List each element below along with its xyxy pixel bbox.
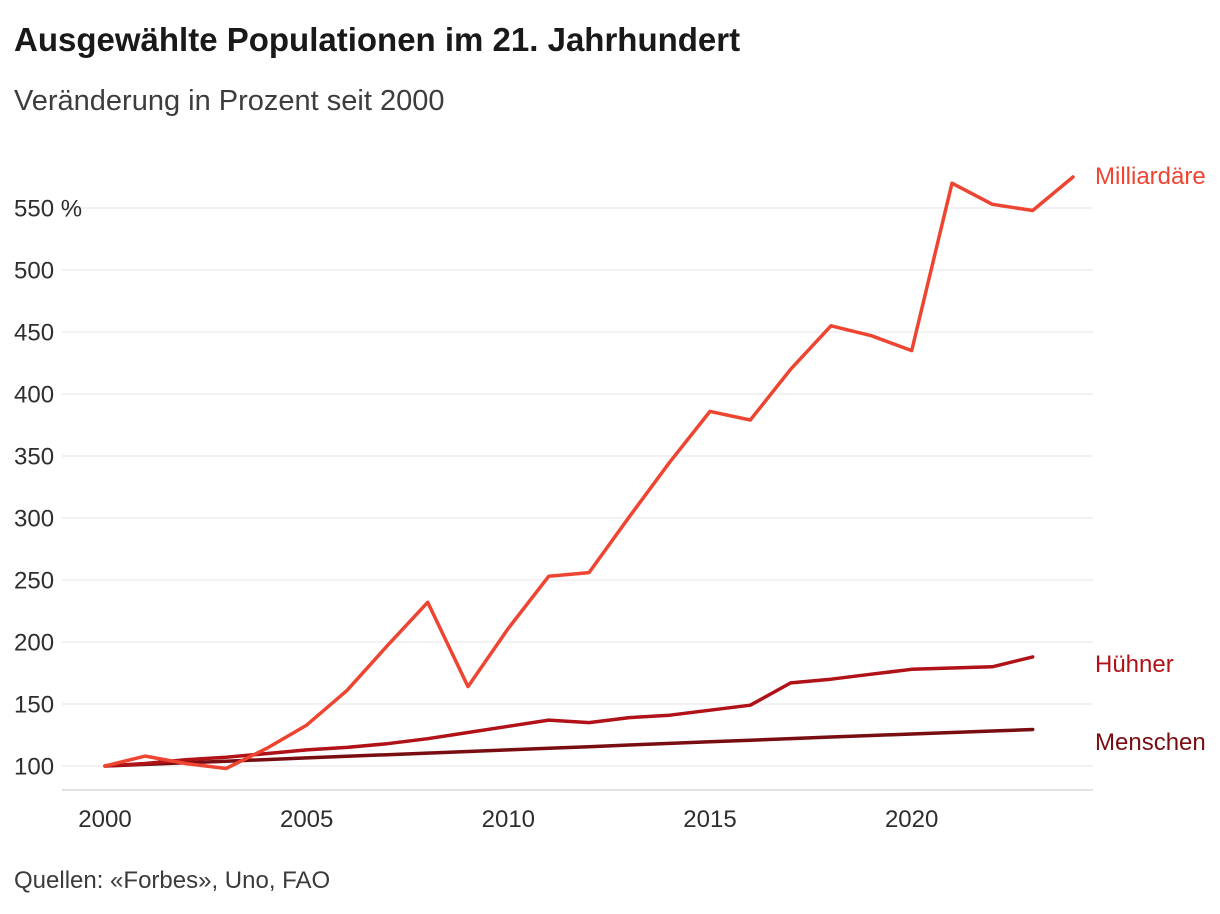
chart-subtitle: Veränderung in Prozent seit 2000 [14, 85, 445, 117]
y-tick-label-500: 500 [14, 258, 54, 285]
y-tick-label-100: 100 [14, 754, 54, 781]
y-tick-label-150: 150 [14, 692, 54, 719]
y-tick-label-200: 200 [14, 630, 54, 657]
series-line-menschen [103, 727, 1035, 768]
x-tick-label-2020: 2020 [885, 806, 938, 833]
y-tick-label-450: 450 [14, 320, 54, 347]
chart-svg: 100 150 200 250 300 350 400 450 500 550 % 2000 2005… [14, 175, 1093, 833]
x-tick-label-2015: 2015 [683, 806, 736, 833]
source-note: Quellen: «Forbes», Uno, FAO [14, 867, 331, 894]
series-label-menschen: Menschen [1095, 728, 1206, 756]
y-tick-label-550: 550 % [14, 196, 82, 223]
y-tick-label-300: 300 [14, 506, 54, 533]
x-tick-label-2005: 2005 [280, 806, 333, 833]
x-tick-label-2010: 2010 [482, 806, 535, 833]
series-line-milliardaere [103, 175, 1075, 771]
y-tick-label-400: 400 [14, 382, 54, 409]
y-tick-label-250: 250 [14, 568, 54, 595]
series-line-huehner [103, 655, 1035, 768]
x-tick-label-2000: 2000 [78, 806, 131, 833]
chart-title: Ausgewählte Populationen im 21. Jahrhund… [14, 21, 741, 58]
y-tick-label-350: 350 [14, 444, 54, 471]
series-label-milliardaere: Milliardäre [1095, 163, 1206, 190]
series-label-huehner: Hühner [1095, 650, 1174, 678]
